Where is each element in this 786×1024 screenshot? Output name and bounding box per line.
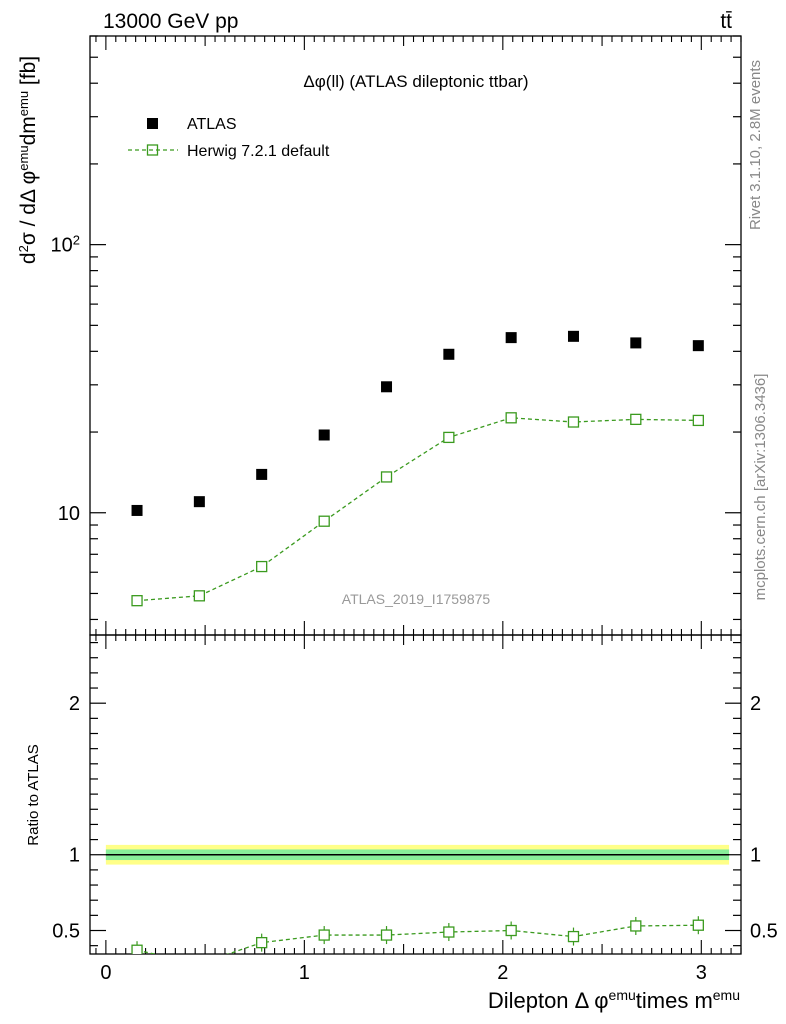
atlas-point [131,504,143,516]
main-axis-ticks [90,35,742,635]
main-atlas-series [131,330,704,516]
plot-title: Δφ(ll) (ATLAS dileptonic ttbar) [303,72,528,91]
herwig-point [505,412,517,424]
legend-herwig-label: Herwig 7.2.1 default [187,143,330,160]
atlas-point [318,429,330,441]
x-tick-label: 0 [100,962,111,984]
atlas-point [193,496,205,508]
ratio-y-tick-label-right: 2 [750,693,761,715]
ratio-y-tick-labels: 0.5 0.5 1 1 2 2 [52,693,778,942]
atlas-point [381,381,393,393]
ratio-herwig-point [131,944,143,954]
ratio-herwig-point [505,924,517,937]
atlas-point [256,468,268,480]
ratio-herwig-point [318,929,330,941]
ratio-y-tick-label-left: 1 [69,845,80,867]
x-tick-label: 1 [299,962,310,984]
ratio-y-tick-label-left: 0.5 [52,921,80,943]
main-y-axis-title: d2σ / dΔ φemudmemu [fb] [16,56,41,264]
ratio-y-tick-label-right: 1 [750,845,761,867]
legend-herwig-marker [146,144,159,156]
energy-label: 13000 GeV pp [103,10,238,33]
legend-atlas-label: ATLAS [187,116,237,133]
ratio-herwig-point [256,936,268,949]
ratio-axis-ticks [90,635,742,954]
herwig-point [256,560,268,573]
main-y-tick-label: 102 [51,232,80,257]
main-y-tick-label: 10 [58,503,80,525]
main-herwig-series [131,412,704,607]
herwig-point [630,413,642,426]
ratio-herwig-point [630,920,642,932]
ratio-panel: 0.5 0.5 1 1 2 2 0 1 2 3 Ratio to ATLAS Dilepton … [25,634,778,1013]
x-tick-label: 2 [497,962,508,984]
atlas-point [505,332,517,344]
rivet-version-label: Rivet 3.1.10, 2.8M events [747,60,764,230]
ratio-herwig-line [136,924,699,954]
main-panel: 10 102 d2σ / dΔ φemudmemu [fb] Δφ(ll) (AT… [16,35,742,636]
herwig-line [136,417,699,602]
ratio-herwig-series [131,916,704,969]
herwig-point [131,595,143,607]
ratio-herwig-point [692,919,704,931]
herwig-point [567,416,580,428]
ratio-herwig-point [380,929,393,941]
atlas-point [630,337,642,349]
ratio-herwig-point [443,926,455,938]
ratio-herwig-point [567,930,580,943]
ratio-y-tick-label-left: 2 [69,693,80,715]
atlas-point [443,348,455,360]
legend-atlas-marker [147,118,158,129]
x-tick-label: 3 [696,962,707,984]
herwig-point [443,431,455,444]
mcplots-label: mcplots.cern.ch [arXiv:1306.3436] [752,374,769,601]
herwig-point [692,414,704,427]
ratio-y-tick-label-right: 0.5 [750,921,778,943]
legend: ATLAS Herwig 7.2.1 default [128,116,330,160]
analysis-id: ATLAS_2019_I1759875 [342,591,491,607]
herwig-point [380,471,393,483]
atlas-point [692,340,704,352]
process-label: tt̄ [720,10,732,33]
ratio-frame [89,634,742,955]
ratio-herwig-point [194,959,204,969]
ratio-y-axis-title: Ratio to ATLAS [25,744,42,845]
atlas-point [567,330,579,342]
herwig-point [193,590,206,602]
x-axis-title: Dilepton Δ φemutimes memu [488,987,740,1013]
x-tick-labels: 0 1 2 3 [100,962,707,984]
herwig-point [318,515,330,527]
main-y-tick-labels: 10 102 [51,232,80,525]
